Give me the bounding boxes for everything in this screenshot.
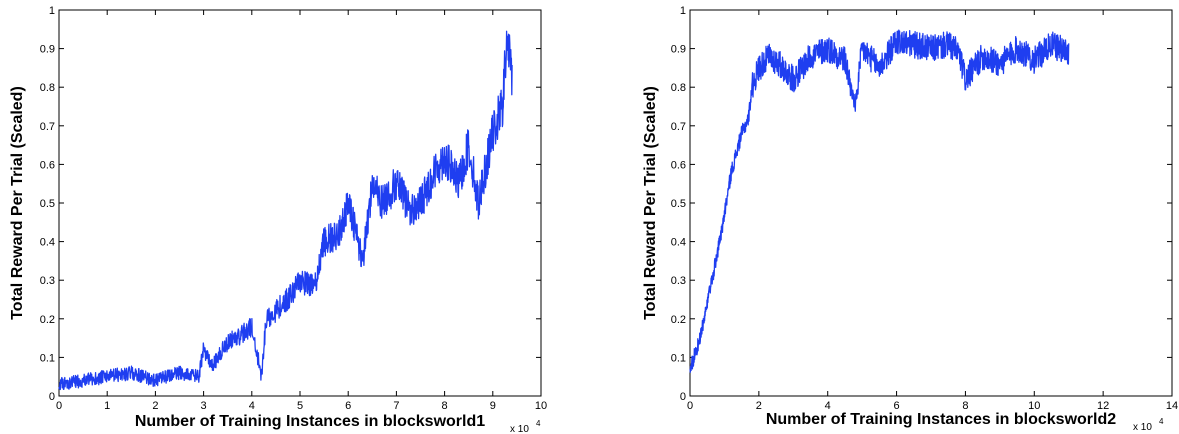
x-tick-label: 5 bbox=[297, 400, 303, 412]
x-tick-label: 6 bbox=[894, 400, 900, 412]
plot-area bbox=[58, 9, 542, 397]
y-axis-label: Total Reward Per Trial (Scaled) bbox=[9, 86, 26, 320]
y-tick-label: 0.7 bbox=[40, 121, 55, 133]
x-tick-label: 6 bbox=[345, 400, 351, 412]
y-tick-label: 0.4 bbox=[40, 237, 55, 249]
y-axis-label: Total Reward Per Trial (Scaled) bbox=[642, 86, 659, 320]
y-tick-label: 0.9 bbox=[671, 44, 686, 56]
x-tick-label: 8 bbox=[442, 400, 448, 412]
x-multiplier-exponent: 4 bbox=[1159, 417, 1164, 426]
series-line bbox=[58, 30, 513, 391]
y-tick-label: 0.3 bbox=[671, 275, 686, 287]
y-tick-label: 0.2 bbox=[40, 314, 55, 326]
x-tick-label: 8 bbox=[962, 400, 968, 412]
x-axis-label: Number of Training Instances in blockswo… bbox=[766, 411, 1116, 428]
y-tick-label: 0.2 bbox=[671, 314, 686, 326]
y-tick-label: 0.8 bbox=[671, 82, 686, 94]
x-multiplier-label: x 10 bbox=[1133, 422, 1152, 433]
y-tick-label: 0 bbox=[49, 391, 55, 403]
y-tick-label: 0.6 bbox=[671, 159, 686, 171]
x-tick-label: 4 bbox=[249, 400, 255, 412]
y-tick-label: 0.8 bbox=[40, 82, 55, 94]
x-tick-label: 3 bbox=[201, 400, 207, 412]
chart-blocksworld2: 0 2 4 6 8 10 12 1400.10.20.30.40.50.60.70.80.91… bbox=[642, 5, 1178, 433]
y-tick-label: 0.6 bbox=[40, 159, 55, 171]
y-tick-label: 0.5 bbox=[671, 198, 686, 210]
x-tick-label: 2 bbox=[756, 400, 762, 412]
x-axis-label: Number of Training Instances in blockswo… bbox=[135, 413, 485, 430]
x-tick-label: 7 bbox=[393, 400, 399, 412]
x-multiplier-exponent: 4 bbox=[536, 419, 541, 428]
y-tick-label: 0.4 bbox=[671, 237, 686, 249]
y-tick-label: 0.1 bbox=[671, 352, 686, 364]
x-tick-label: 0 bbox=[56, 400, 62, 412]
x-tick-label: 10 bbox=[1028, 400, 1040, 412]
y-tick-label: 0.7 bbox=[671, 121, 686, 133]
series-line bbox=[689, 29, 1070, 373]
chart-blocksworld1: 0 1 2 3 4 5 6 7 8 9 10 0 0.1 0.2 0.3 0.4 0.5 0.6 0.7 0.8 0.9… bbox=[9, 5, 547, 434]
y-tick-label: 0.1 bbox=[40, 352, 55, 364]
y-tick-label: 0 bbox=[680, 391, 686, 403]
x-tick-label: 14 bbox=[1166, 400, 1178, 412]
y-tick-label: 0.3 bbox=[40, 275, 55, 287]
y-tick-label: 0.5 bbox=[40, 198, 55, 210]
x-multiplier-label: x 10 bbox=[510, 424, 529, 434]
y-tick-label: 1 bbox=[680, 5, 686, 17]
y-tick-label: 1 bbox=[49, 5, 55, 17]
x-tick-label: 12 bbox=[1097, 400, 1109, 412]
x-tick-label: 2 bbox=[152, 400, 158, 412]
x-tick-label: 10 bbox=[535, 400, 547, 412]
x-tick-label: 0 bbox=[687, 400, 693, 412]
x-tick-label: 1 bbox=[104, 400, 110, 412]
x-tick-label: 9 bbox=[490, 400, 496, 412]
y-tick-label: 0.9 bbox=[40, 44, 55, 56]
x-tick-label: 4 bbox=[825, 400, 831, 412]
